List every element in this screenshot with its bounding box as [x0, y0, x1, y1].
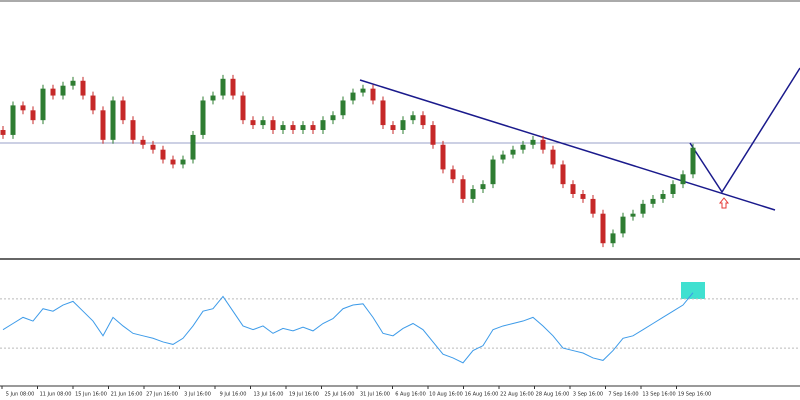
candle-body — [390, 125, 396, 130]
x-tick-label: 13 Sep 16:00 — [642, 392, 675, 398]
candle-body — [610, 233, 616, 244]
x-tick-label: 21 Jun 16:00 — [111, 392, 143, 398]
candle-body — [470, 189, 476, 199]
candle-body — [320, 120, 326, 130]
candle-body — [280, 125, 286, 130]
candle-body — [140, 139, 146, 145]
candle-body — [260, 120, 266, 126]
candle-body — [160, 149, 166, 160]
candle-body — [310, 125, 316, 130]
candle-body — [60, 85, 66, 96]
candle-body — [190, 134, 196, 160]
candle-body — [600, 213, 606, 244]
candle-body — [150, 144, 156, 150]
x-tick-label: 28 Aug 16:00 — [536, 392, 570, 398]
candle-body — [680, 174, 686, 185]
candle-body — [570, 184, 576, 194]
candle-body — [490, 159, 496, 185]
x-tick-label: 31 Jul 16:00 — [360, 392, 390, 398]
candle-body — [460, 179, 466, 199]
candle-body — [540, 139, 546, 150]
x-tick-label: 15 Jun 16:00 — [75, 392, 107, 398]
candle-body — [210, 95, 216, 101]
x-tick-label: 16 Aug 16:00 — [465, 392, 499, 398]
candle-body — [520, 144, 526, 150]
candle-body — [560, 164, 566, 185]
x-tick-label: 22 Aug 16:00 — [500, 392, 534, 398]
candle-body — [380, 100, 386, 126]
candle-body — [500, 154, 506, 160]
candle-body — [80, 80, 86, 96]
candle-body — [170, 159, 176, 165]
candle-body — [420, 115, 426, 126]
candle-body — [220, 78, 226, 96]
candle-body — [240, 95, 246, 121]
candle-body — [670, 184, 676, 194]
candle-body — [530, 139, 536, 145]
x-tick-label: 6 Aug 16:00 — [395, 392, 426, 398]
candle-body — [400, 120, 406, 130]
candle-body — [110, 100, 116, 140]
candle-body — [50, 88, 56, 96]
x-tick-label: 10 Aug 16:00 — [429, 392, 463, 398]
candle-body — [480, 184, 486, 190]
candle-body — [580, 194, 586, 199]
candle-body — [630, 213, 636, 217]
candle-body — [350, 92, 356, 101]
x-tick-label: 3 Sep 16:00 — [573, 392, 603, 398]
candle-body — [620, 216, 626, 234]
candle-body — [510, 149, 516, 155]
x-tick-label: 19 Sep 16:00 — [678, 392, 711, 398]
x-tick-label: 13 Jul 16:00 — [254, 392, 284, 398]
x-tick-label: 25 Jul 16:00 — [325, 392, 355, 398]
candle-body — [370, 88, 376, 101]
trend-line — [359, 79, 776, 211]
candle-body — [640, 203, 646, 214]
candle-body — [450, 169, 456, 180]
candle-body — [290, 125, 296, 130]
candle-body — [650, 198, 656, 204]
oscillator-line — [2, 292, 694, 364]
candle-body — [430, 125, 436, 145]
candle-body — [70, 80, 76, 86]
highlight-box — [681, 282, 705, 299]
x-tick-label: 5 Jun 08:00 — [6, 392, 35, 398]
candle-body — [660, 194, 666, 199]
candle-body — [410, 115, 416, 121]
candle-body — [550, 149, 556, 165]
candle-body — [180, 159, 186, 165]
x-tick-label: 3 Jul 16:00 — [184, 392, 211, 398]
candle-body — [100, 110, 106, 140]
candle-body — [230, 78, 236, 96]
candle-body — [40, 88, 46, 121]
candle-body — [200, 100, 206, 135]
candle-body — [0, 130, 6, 135]
x-tick-label: 7 Sep 16:00 — [608, 392, 638, 398]
projection-path — [689, 67, 800, 194]
x-tick-label: 9 Jul 16:00 — [220, 392, 247, 398]
candle-body — [590, 198, 596, 214]
candle-body — [10, 105, 16, 135]
candle-body — [300, 125, 306, 130]
x-tick-label: 19 Jul 16:00 — [289, 392, 319, 398]
candle-body — [270, 120, 276, 130]
candle-body — [340, 100, 346, 116]
candle-body — [360, 88, 366, 93]
candle-body — [440, 144, 446, 170]
candle-body — [30, 110, 36, 121]
x-tick-label: 27 Jun 16:00 — [146, 392, 178, 398]
candle-body — [690, 147, 696, 175]
candle-body — [20, 105, 26, 111]
candle-body — [120, 100, 126, 121]
x-tick-label: 11 Jun 08:00 — [40, 392, 72, 398]
up-arrow — [718, 197, 730, 209]
candle-body — [90, 95, 96, 111]
candle-body — [250, 120, 256, 126]
candle-body — [330, 115, 336, 121]
candle-body — [130, 120, 136, 140]
